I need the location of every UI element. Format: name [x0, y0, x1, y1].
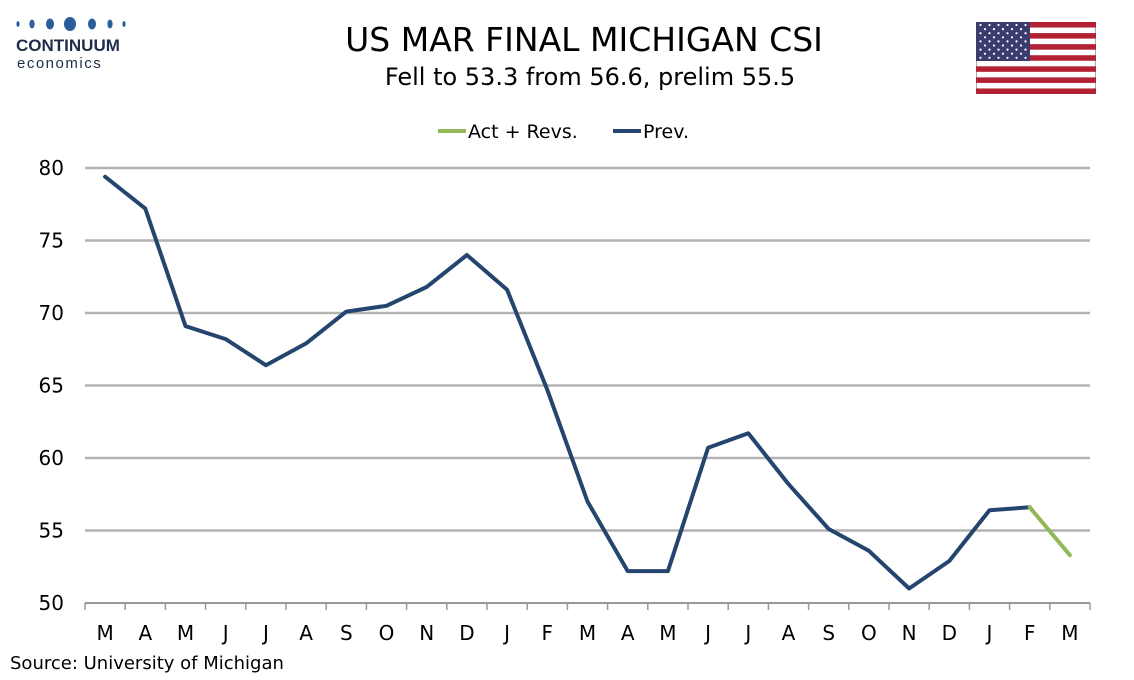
- x-tick-label: J: [743, 621, 751, 645]
- x-tick-label: D: [459, 621, 474, 645]
- x-tick-label: M: [177, 621, 194, 645]
- chart-subtitle: Fell to 53.3 from 56.6, prelim 55.5: [384, 63, 796, 91]
- y-tick-label: 60: [39, 446, 64, 470]
- x-tick-label: N: [419, 621, 434, 645]
- x-tick-label: M: [1061, 621, 1078, 645]
- series-line-prev: [103, 174, 1032, 591]
- y-tick-label: 65: [39, 374, 64, 398]
- logo-dots-icon: [16, 17, 126, 31]
- y-tick-label: 55: [39, 519, 64, 543]
- x-tick-label: F: [1024, 621, 1036, 645]
- y-tick-label: 50: [39, 591, 64, 615]
- chart-title: US MAR FINAL MICHIGAN CSI: [345, 20, 823, 59]
- y-axis-ticks: 50 55 60 65 70 75 80: [39, 156, 64, 615]
- x-tick-label: J: [502, 621, 510, 645]
- us-flag-icon: [976, 22, 1096, 94]
- legend-label: Act + Revs.: [468, 121, 578, 143]
- x-tick-label: A: [782, 621, 796, 645]
- x-tick-label: A: [299, 621, 313, 645]
- x-tick-label: O: [379, 621, 395, 645]
- x-tick-label: M: [579, 621, 596, 645]
- x-tick-label: J: [703, 621, 711, 645]
- legend-label: Prev.: [643, 121, 689, 143]
- logo-wordmark: CONTINUUM: [16, 36, 120, 55]
- x-tick-label: D: [942, 621, 957, 645]
- y-tick-label: 80: [39, 156, 64, 180]
- series-lines: [103, 174, 1072, 591]
- grid: [85, 166, 1090, 532]
- x-tick-label: M: [659, 621, 676, 645]
- x-tick-label: N: [902, 621, 917, 645]
- source-note: Source: University of Michigan: [10, 653, 284, 674]
- x-tick-label: M: [96, 621, 113, 645]
- x-tick-label: J: [261, 621, 269, 645]
- x-tick-label: O: [861, 621, 877, 645]
- x-tick-label: F: [542, 621, 554, 645]
- logo: [12, 14, 132, 40]
- logo-subtitle: economics: [17, 55, 103, 72]
- x-tick-label: A: [138, 621, 152, 645]
- legend: Act + Revs. Prev.: [438, 121, 689, 143]
- y-tick-label: 70: [39, 301, 64, 325]
- x-tick-label: J: [221, 621, 229, 645]
- y-tick-label: 75: [39, 229, 64, 253]
- series-line-act-revs: [1027, 505, 1072, 558]
- x-tick-label: A: [621, 621, 635, 645]
- x-tick-label: S: [340, 621, 353, 645]
- x-tick-label: S: [822, 621, 835, 645]
- x-tick-label: J: [985, 621, 993, 645]
